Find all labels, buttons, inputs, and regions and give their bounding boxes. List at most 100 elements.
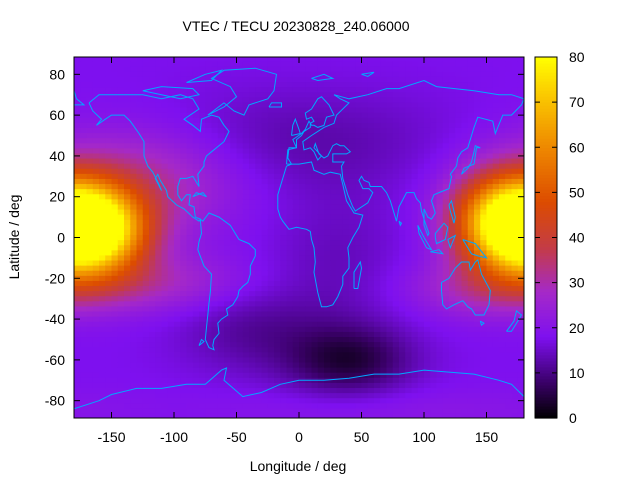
heatmap-cell: [99, 112, 106, 118]
heatmap-cell: [224, 392, 231, 399]
heatmap-cell: [99, 372, 106, 378]
heatmap-cell: [130, 168, 138, 174]
heatmap-cell: [124, 372, 131, 378]
heatmap-cell: [342, 356, 350, 363]
heatmap-cell: [161, 280, 169, 287]
heatmap-cell: [349, 310, 356, 317]
heatmap-cell: [399, 326, 406, 332]
heatmap-cell: [142, 152, 150, 159]
heatmap-cell: [474, 76, 481, 83]
heatmap-cell: [161, 377, 169, 383]
heatmap-cell: [149, 270, 156, 276]
heatmap-cell: [99, 295, 106, 302]
heatmap-cell: [205, 321, 213, 327]
heatmap-cell: [449, 127, 456, 134]
heatmap-cell: [167, 203, 175, 210]
heatmap-cell: [80, 152, 88, 159]
heatmap-cell: [292, 127, 300, 134]
heatmap-cell: [161, 310, 169, 317]
heatmap-cell: [130, 219, 138, 225]
heatmap-cell: [142, 295, 150, 302]
heatmap-cell: [392, 101, 400, 108]
heatmap-cell: [461, 372, 469, 378]
heatmap-cell: [324, 321, 331, 327]
heatmap-cell: [105, 249, 113, 256]
heatmap-cell: [86, 57, 94, 62]
heatmap-cell: [424, 71, 431, 77]
heatmap-cell: [405, 300, 413, 307]
heatmap-cell: [149, 76, 156, 83]
heatmap-cell: [480, 356, 488, 363]
heatmap-cell: [505, 198, 513, 205]
heatmap-cell: [99, 147, 106, 154]
heatmap-cell: [236, 239, 244, 246]
heatmap-cell: [417, 392, 425, 399]
heatmap-cell: [486, 392, 494, 399]
heatmap-cell: [305, 219, 313, 225]
heatmap-cell: [242, 254, 250, 261]
heatmap-cell: [199, 96, 206, 103]
heatmap-cell: [186, 127, 194, 134]
heatmap-cell: [105, 367, 113, 373]
heatmap-cell: [505, 147, 513, 154]
heatmap-cell: [349, 361, 356, 368]
heatmap-cell: [92, 305, 100, 312]
heatmap-cell: [411, 122, 419, 128]
heatmap-cell: [486, 239, 494, 246]
heatmap-cell: [186, 122, 194, 128]
heatmap-cell: [386, 346, 394, 353]
heatmap-cell: [380, 326, 388, 332]
heatmap-cell: [180, 198, 188, 205]
heatmap-cell: [442, 122, 450, 128]
heatmap-cell: [505, 57, 513, 62]
heatmap-cell: [480, 132, 488, 139]
heatmap-cell: [155, 163, 163, 169]
heatmap-cell: [130, 244, 138, 251]
heatmap-cell: [480, 57, 488, 62]
heatmap-cell: [505, 356, 513, 363]
heatmap-cell: [399, 193, 406, 200]
heatmap-cell: [249, 300, 256, 307]
heatmap-cell: [80, 351, 88, 358]
heatmap-cell: [236, 132, 244, 139]
heatmap-cell: [111, 132, 119, 139]
heatmap-cell: [117, 382, 125, 389]
heatmap-cell: [124, 265, 131, 271]
heatmap-cell: [130, 137, 138, 144]
heatmap-cell: [199, 336, 206, 343]
heatmap-cell: [236, 229, 244, 236]
heatmap-cell: [255, 351, 263, 358]
heatmap-cell: [167, 234, 175, 241]
heatmap-cell: [142, 106, 150, 113]
heatmap-cell: [386, 402, 394, 409]
heatmap-cell: [92, 117, 100, 123]
heatmap-cell: [286, 275, 294, 281]
heatmap-cell: [436, 249, 444, 256]
heatmap-cell: [74, 336, 81, 343]
heatmap-cell: [74, 310, 81, 317]
heatmap-cell: [467, 326, 475, 332]
heatmap-cell: [449, 392, 456, 399]
heatmap-cell: [136, 244, 144, 251]
heatmap-cell: [117, 372, 125, 378]
heatmap-cell: [174, 142, 181, 149]
heatmap-cell: [255, 249, 263, 256]
heatmap-cell: [267, 351, 275, 358]
heatmap-cell: [242, 372, 250, 378]
heatmap-cell: [455, 132, 463, 139]
heatmap-cell: [155, 157, 163, 164]
heatmap-cell: [211, 137, 219, 144]
heatmap-cell: [167, 81, 175, 88]
heatmap-cell: [405, 310, 413, 317]
heatmap-cell: [211, 219, 219, 225]
heatmap-cell: [211, 112, 219, 118]
heatmap-cell: [430, 367, 438, 373]
heatmap-cell: [280, 203, 288, 210]
heatmap-cell: [105, 372, 113, 378]
heatmap-cell: [236, 234, 244, 241]
heatmap-cell: [374, 112, 381, 118]
heatmap-cell: [255, 402, 263, 409]
heatmap-cell: [124, 239, 131, 246]
heatmap-cell: [467, 377, 475, 383]
heatmap-cell: [442, 310, 450, 317]
